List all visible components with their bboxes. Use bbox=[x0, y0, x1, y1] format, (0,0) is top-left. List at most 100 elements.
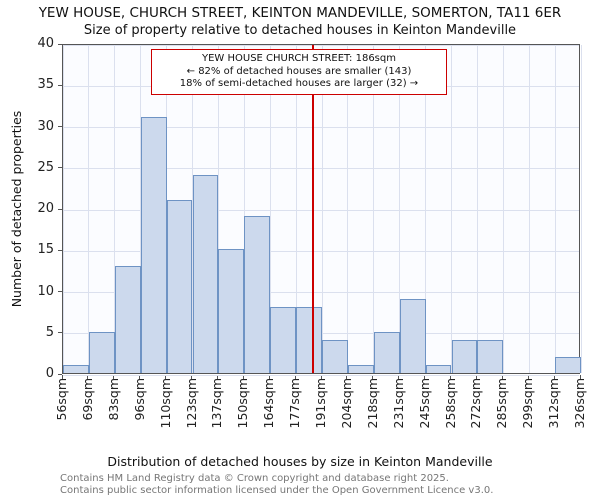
v-gridline bbox=[451, 45, 452, 373]
x-tick-label: 231sqm bbox=[390, 378, 406, 429]
chart-subtitle: Size of property relative to detached ho… bbox=[83, 23, 517, 38]
x-tick-label: 150sqm bbox=[235, 378, 251, 429]
x-tick-mark bbox=[139, 375, 141, 379]
histogram-bar bbox=[373, 331, 400, 373]
x-tick-label: 56sqm bbox=[54, 378, 69, 421]
histogram-bar bbox=[140, 117, 167, 373]
h-gridline bbox=[63, 292, 579, 293]
v-gridline bbox=[114, 45, 116, 373]
histogram-bar bbox=[555, 356, 581, 373]
x-tick-label: 83sqm bbox=[105, 378, 121, 421]
v-gridline bbox=[321, 45, 323, 373]
histogram-bar bbox=[399, 298, 426, 373]
v-gridline bbox=[580, 45, 582, 373]
x-tick-mark bbox=[398, 375, 400, 379]
histogram-bar bbox=[270, 307, 297, 373]
h-gridline bbox=[63, 44, 579, 46]
y-tick-mark bbox=[58, 332, 62, 334]
v-gridline bbox=[554, 45, 556, 373]
annotation-line-1: YEW HOUSE CHURCH STREET: 186sqm bbox=[202, 53, 396, 64]
x-tick-label: 285sqm bbox=[494, 378, 510, 429]
v-gridline bbox=[476, 45, 478, 373]
histogram-bar bbox=[451, 340, 478, 373]
h-gridline bbox=[63, 374, 579, 376]
x-tick-label: 245sqm bbox=[416, 378, 432, 429]
x-tick-mark bbox=[165, 375, 167, 379]
attribution-footer: Contains HM Land Registry data © Crown c… bbox=[60, 473, 493, 496]
x-tick-label: 312sqm bbox=[546, 378, 562, 429]
x-tick-mark bbox=[87, 375, 89, 379]
histogram-bar bbox=[192, 175, 219, 373]
y-tick-mark bbox=[58, 84, 62, 86]
x-tick-mark bbox=[216, 375, 218, 379]
x-tick-label: 69sqm bbox=[79, 378, 95, 421]
x-tick-label: 204sqm bbox=[338, 378, 354, 429]
x-tick-label: 164sqm bbox=[261, 378, 277, 429]
y-tick-label: 30 bbox=[37, 118, 54, 134]
h-gridline bbox=[63, 250, 579, 252]
histogram-bar bbox=[63, 364, 89, 373]
histogram-bar bbox=[477, 340, 504, 373]
x-tick-mark bbox=[475, 375, 477, 379]
attribution-line-2: Contains public sector information licen… bbox=[60, 484, 494, 496]
x-tick-label: 218sqm bbox=[364, 378, 380, 429]
y-tick-mark bbox=[58, 43, 62, 45]
y-tick-label: 40 bbox=[37, 36, 54, 51]
annotation-box: YEW HOUSE CHURCH STREET: 186sqm ← 82% of… bbox=[151, 49, 447, 95]
x-tick-label: 123sqm bbox=[183, 378, 199, 429]
x-tick-label: 137sqm bbox=[209, 378, 225, 429]
attribution-line-1: Contains HM Land Registry data © Crown c… bbox=[60, 473, 449, 484]
x-tick-label: 96sqm bbox=[131, 378, 147, 421]
x-tick-label: 110sqm bbox=[157, 378, 173, 429]
x-tick-mark bbox=[527, 375, 529, 379]
y-tick-label: 10 bbox=[37, 283, 54, 299]
v-gridline bbox=[425, 45, 427, 373]
v-gridline bbox=[88, 45, 90, 373]
y-tick-label: 35 bbox=[37, 77, 54, 93]
x-tick-mark bbox=[113, 375, 115, 379]
x-tick-label: 177sqm bbox=[287, 378, 303, 429]
x-tick-mark bbox=[372, 375, 374, 379]
histogram-bar bbox=[296, 307, 322, 373]
x-tick-mark bbox=[320, 375, 322, 379]
v-gridline bbox=[295, 45, 297, 373]
histogram-bar bbox=[114, 265, 141, 373]
histogram-bar bbox=[218, 249, 245, 373]
x-tick-mark bbox=[450, 375, 451, 379]
y-tick-mark bbox=[58, 291, 62, 292]
v-gridline bbox=[373, 45, 375, 373]
x-tick-mark bbox=[242, 375, 244, 379]
y-tick-label: 5 bbox=[45, 324, 54, 340]
x-tick-mark bbox=[579, 375, 581, 379]
v-gridline bbox=[62, 45, 64, 373]
subject-property-marker-line bbox=[312, 45, 314, 373]
x-tick-mark bbox=[294, 375, 296, 379]
y-tick-label: 15 bbox=[37, 242, 54, 258]
v-gridline bbox=[347, 45, 349, 373]
h-gridline bbox=[63, 127, 579, 128]
v-gridline bbox=[217, 45, 219, 373]
chart-title: YEW HOUSE, CHURCH STREET, KEINTON MANDEV… bbox=[38, 5, 562, 21]
y-tick-mark bbox=[58, 373, 62, 375]
x-tick-label: 191sqm bbox=[313, 378, 328, 429]
y-tick-label: 20 bbox=[37, 201, 54, 216]
x-tick-mark bbox=[501, 375, 503, 379]
y-tick-mark bbox=[58, 208, 62, 210]
y-tick-mark bbox=[58, 126, 62, 127]
histogram-bar bbox=[166, 199, 193, 373]
x-tick-label: 258sqm bbox=[442, 378, 458, 429]
histogram-bar bbox=[347, 364, 374, 373]
x-tick-mark bbox=[191, 375, 192, 379]
h-gridline bbox=[63, 168, 579, 170]
x-tick-mark bbox=[61, 375, 63, 379]
x-tick-mark bbox=[553, 375, 555, 379]
histogram-bar bbox=[244, 216, 271, 373]
y-tick-mark bbox=[58, 167, 62, 169]
h-gridline bbox=[63, 209, 579, 211]
v-gridline bbox=[269, 45, 271, 373]
x-tick-label: 326sqm bbox=[572, 378, 587, 429]
y-tick-mark bbox=[58, 249, 62, 251]
x-tick-mark bbox=[268, 375, 270, 379]
y-tick-label: 0 bbox=[45, 366, 54, 381]
